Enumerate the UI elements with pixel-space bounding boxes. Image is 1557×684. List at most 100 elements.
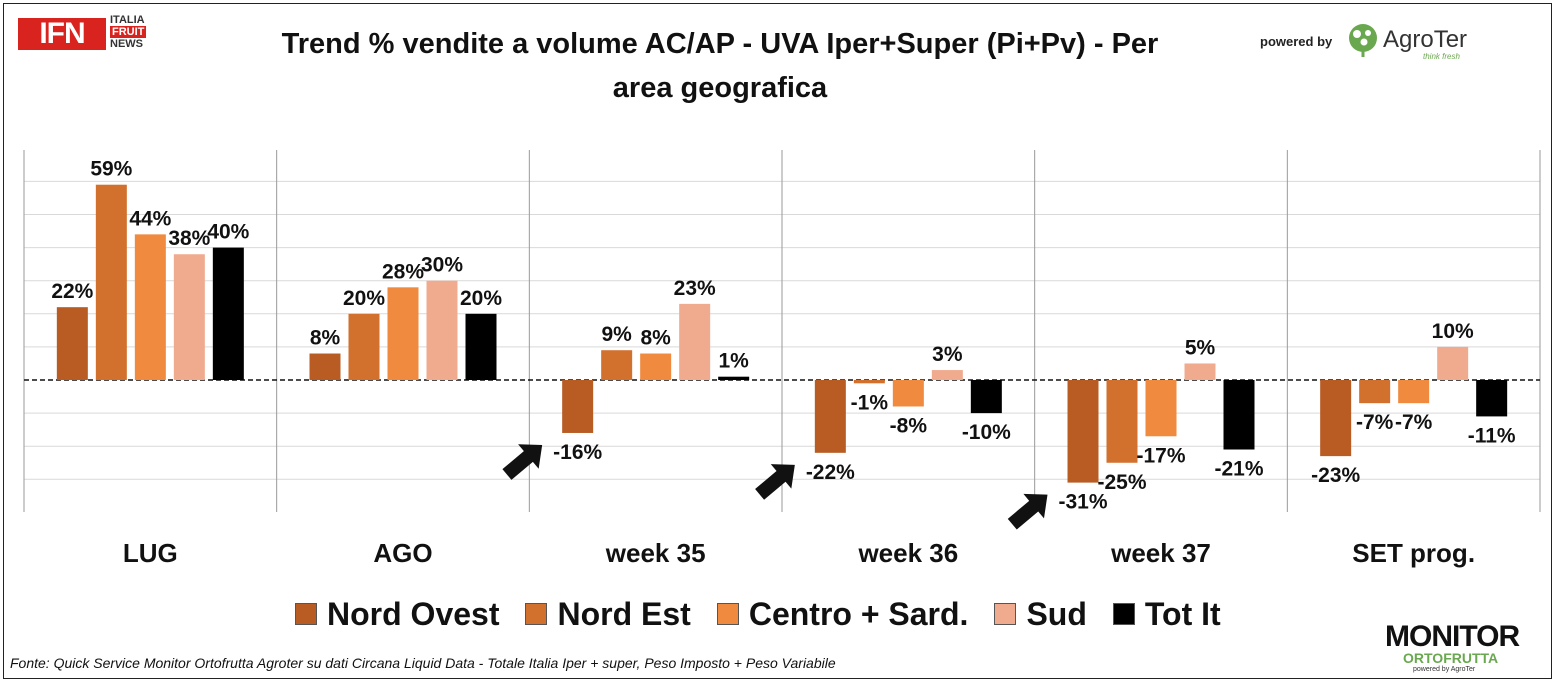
bar-nord-est (1359, 380, 1391, 404)
legend-label: Sud (1026, 595, 1087, 632)
ifn-logo: IFN ITALIA FRUIT NEWS (18, 14, 168, 54)
data-label: -22% (806, 461, 855, 484)
agroter-logo: AgroTer think fresh (1345, 20, 1485, 61)
category-label: week 35 (605, 538, 706, 568)
ifn-logo-text: ITALIA FRUIT NEWS (110, 14, 180, 50)
chart-title-line2: area geografica (612, 72, 828, 104)
arrow-shape (502, 444, 543, 480)
bar-tot-it (1223, 380, 1255, 450)
ifn-logo-line3: NEWS (110, 38, 143, 50)
bar-centro-sard- (640, 353, 672, 380)
bar-nord-ovest (1320, 380, 1352, 457)
legend-swatch (525, 603, 548, 625)
legend-item: Nord Ovest (295, 596, 499, 633)
data-label: 40% (207, 221, 249, 244)
data-label: 8% (310, 327, 341, 350)
agroter-logo-tagline: think fresh (1423, 52, 1460, 61)
data-label: -31% (1058, 491, 1107, 514)
data-label: 38% (168, 227, 210, 250)
data-label: 44% (129, 207, 171, 230)
legend-item: Nord Est (525, 595, 691, 633)
bar-centro-sard- (134, 234, 166, 380)
legend-swatch (1112, 603, 1135, 625)
bar-nord-est (348, 313, 380, 380)
category-label: LUG (123, 538, 178, 568)
data-label: 20% (343, 287, 385, 310)
bar-sud (426, 280, 458, 380)
powered-by-label: powered by (1260, 34, 1333, 49)
legend-item: Tot It (1112, 595, 1221, 633)
bar-sud (1437, 346, 1469, 380)
data-label: -10% (962, 421, 1011, 444)
legend-label: Tot It (1144, 595, 1221, 632)
chart-title-line1: Trend % vendite a volume AC/AP - UVA Ipe… (281, 28, 1159, 60)
bar-sud (173, 254, 205, 380)
legend-swatch (295, 603, 317, 625)
monitor-logo-line2: ORTOFRUTTA (1403, 650, 1499, 666)
bar-nord-est (601, 350, 633, 380)
monitor-logo-line1: MONITOR (1385, 620, 1520, 653)
bar-nord-est (853, 380, 885, 384)
arrow-icon (1007, 493, 1048, 530)
ifn-logo-line1: ITALIA (110, 14, 145, 26)
data-label: 1% (718, 350, 749, 373)
bar-sud (1184, 363, 1216, 380)
data-label: -11% (1468, 424, 1516, 447)
monitor-ortofrutta-logo: MONITOR ORTOFRUTTA powered by AgroTer (1385, 620, 1550, 675)
legend-label: Centro + Sard. (748, 595, 969, 632)
monitor-logo-line3: powered by AgroTer (1413, 666, 1476, 673)
bar-tot-it (1476, 380, 1508, 417)
data-label: 3% (932, 343, 963, 366)
data-label: 20% (460, 287, 502, 310)
chart-title: Trend % vendite a volume AC/AP - UVA Ipe… (200, 22, 1240, 110)
bar-sud (931, 370, 963, 380)
data-label: 23% (674, 277, 716, 300)
legend-swatch (994, 603, 1017, 625)
agroter-tree-icon (1349, 24, 1377, 57)
figure-border (3, 3, 1552, 679)
data-label: 30% (421, 254, 463, 277)
category-label: SET prog. (1352, 538, 1475, 568)
data-label: 22% (51, 280, 93, 303)
bar-nord-ovest (562, 380, 594, 433)
legend-item: Centro + Sard. (716, 595, 969, 633)
data-label: 28% (382, 260, 424, 283)
data-label: -16% (553, 441, 602, 464)
legend-label: Nord Ovest (327, 595, 500, 632)
chart-legend: Nord Ovest Nord Est Centro + Sard. Sud Tot I… (295, 592, 1221, 636)
data-label: 8% (640, 327, 671, 350)
bar-nord-ovest (814, 380, 846, 453)
source-note: Fonte: Quick Service Monitor Ortofrutta … (10, 655, 836, 671)
data-label: 59% (90, 158, 132, 181)
category-label: week 36 (857, 538, 958, 568)
arrow-shape (755, 464, 795, 500)
bar-centro-sard- (892, 380, 924, 407)
ifn-logo-line2: FRUIT (110, 26, 147, 38)
data-label: -1% (851, 391, 889, 414)
bar-nord-est (1106, 380, 1138, 463)
bar-nord-ovest (56, 307, 88, 380)
legend-label: Nord Est (557, 595, 691, 632)
bar-centro-sard- (1398, 380, 1430, 404)
data-label: -7% (1356, 411, 1394, 434)
arrow-shape (1007, 493, 1048, 530)
data-label: -8% (890, 414, 928, 437)
data-label: -17% (1136, 444, 1185, 467)
ifn-logo-mark: IFN (18, 18, 106, 50)
bar-centro-sard- (1145, 380, 1177, 437)
bar-sud (679, 303, 711, 380)
data-label: -25% (1097, 471, 1146, 494)
data-label: 10% (1432, 320, 1474, 343)
bar-centro-sard- (387, 287, 419, 380)
bar-tot-it (970, 380, 1002, 414)
legend-item: Sud (994, 595, 1087, 633)
arrow-icon (755, 464, 795, 500)
category-label: AGO (373, 538, 432, 568)
bar-tot-it (465, 313, 497, 380)
data-label: 9% (601, 323, 632, 346)
bar-tot-it (718, 376, 750, 380)
bar-tot-it (212, 247, 244, 380)
bar-nord-ovest (1067, 380, 1099, 483)
data-label: -7% (1395, 411, 1433, 434)
